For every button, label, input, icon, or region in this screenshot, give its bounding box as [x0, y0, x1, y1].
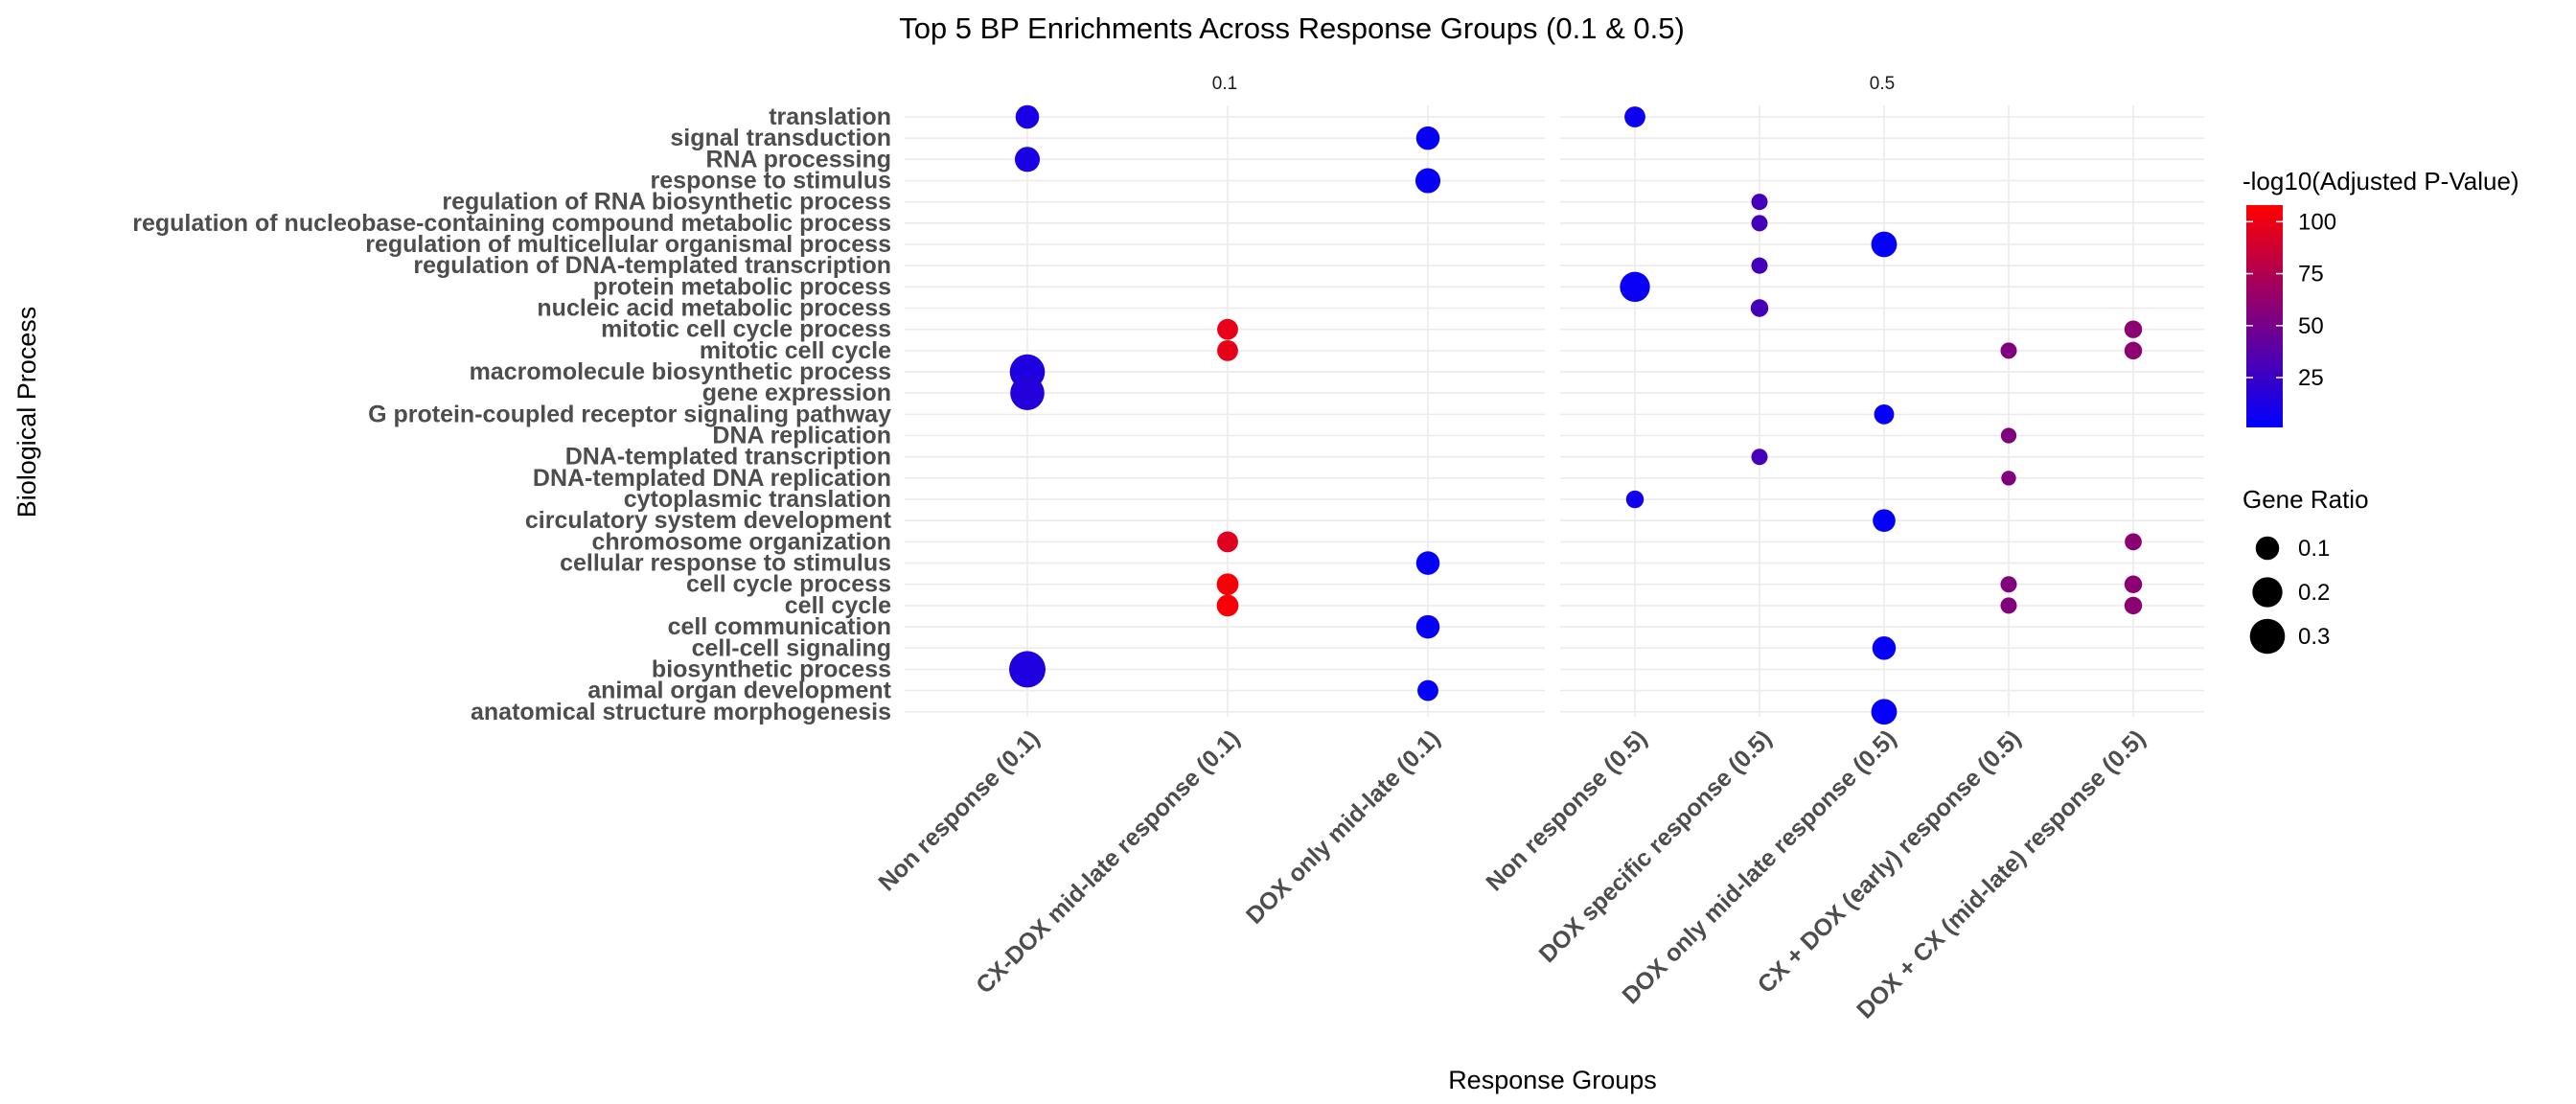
y-axis-label: Biological Process — [12, 307, 41, 518]
y-tick-label: regulation of DNA-templated transcriptio… — [413, 252, 891, 279]
size-legend-label: 0.2 — [2298, 580, 2330, 606]
data-point — [1415, 126, 1440, 150]
x-tick-label: DOX specific response (0.5) — [1534, 724, 1778, 968]
data-point — [2124, 575, 2143, 593]
y-tick-label: biosynthetic process — [652, 656, 891, 682]
size-legend-key — [2249, 618, 2286, 655]
data-point — [1010, 376, 1045, 411]
y-tick-label: regulation of nucleobase-containing comp… — [132, 210, 891, 237]
x-tick-label: CX + DOX (early) response (0.5) — [1753, 724, 2027, 999]
data-point — [1009, 651, 1046, 688]
data-point — [2000, 342, 2017, 359]
y-tick-label: protein metabolic process — [593, 273, 891, 300]
y-tick-label: cell-cell signaling — [692, 634, 891, 661]
data-point — [1750, 299, 1769, 317]
x-tick-label: DOX only mid-late (0.1) — [1241, 724, 1445, 929]
y-tick-label: cytoplasmic translation — [624, 486, 891, 513]
y-tick-label: macromolecule biosynthetic process — [470, 358, 891, 385]
data-point — [1871, 231, 1898, 258]
data-point — [1874, 403, 1895, 425]
data-point — [1624, 106, 1645, 127]
color-legend-label: 75 — [2298, 262, 2324, 288]
data-point — [1216, 594, 1239, 617]
y-tick-label: mitotic cell cycle — [700, 337, 891, 364]
data-point — [1751, 194, 1768, 211]
data-point — [1751, 257, 1768, 274]
data-point — [1415, 614, 1440, 639]
data-point — [2124, 596, 2143, 615]
size-legend-title: Gene Ratio — [2242, 485, 2369, 514]
data-point — [1873, 509, 1896, 533]
legend: -log10(Adjusted P-Value) 100 75 50 25 Gene Ra… — [2242, 167, 2519, 655]
y-tick-label: mitotic cell cycle process — [601, 316, 891, 343]
data-point — [1872, 635, 1897, 660]
data-point — [1014, 147, 1041, 172]
data-point — [1415, 551, 1440, 575]
size-legend-key — [2252, 577, 2283, 608]
y-tick-label: RNA processing — [705, 146, 891, 172]
data-point — [1620, 271, 1650, 303]
y-tick-label: circulatory system development — [525, 507, 892, 534]
facet-panels: 0.1 0.5 — [905, 74, 2204, 717]
size-legend-label: 0.1 — [2298, 536, 2330, 562]
data-point — [2001, 471, 2016, 486]
x-tick-label: Non response (0.1) — [873, 724, 1045, 896]
data-point — [2125, 533, 2142, 551]
y-tick-label: gene expression — [702, 380, 891, 406]
data-point — [1217, 339, 1238, 361]
data-point — [1751, 215, 1768, 232]
data-point — [1217, 531, 1238, 553]
x-axis-label: Response Groups — [1448, 1066, 1657, 1094]
data-point — [1625, 490, 1644, 509]
color-legend-bar — [2246, 205, 2283, 427]
color-legend-label: 100 — [2298, 209, 2336, 235]
y-tick-label: translation — [769, 104, 891, 130]
data-point — [2000, 576, 2017, 593]
y-tick-label: anatomical structure morphogenesis — [471, 699, 891, 725]
data-point — [1015, 104, 1040, 129]
y-tick-label: DNA-templated DNA replication — [533, 465, 891, 492]
y-tick-label: G protein-coupled receptor signaling pat… — [368, 401, 891, 427]
data-point — [1751, 448, 1768, 466]
data-point — [1871, 699, 1898, 725]
facet-strip-label: 0.1 — [1212, 74, 1237, 94]
data-point — [1217, 318, 1238, 340]
y-tick-label: animal organ development — [587, 678, 891, 704]
y-tick-label: DNA replication — [712, 423, 891, 449]
color-legend-label: 50 — [2298, 313, 2324, 339]
y-tick-label: DNA-templated transcription — [565, 444, 891, 471]
color-legend-label: 25 — [2298, 365, 2324, 391]
y-tick-label: response to stimulus — [651, 168, 891, 195]
y-tick-label: regulation of multicellular organismal p… — [365, 231, 891, 258]
data-point — [2000, 427, 2017, 444]
chart-title: Top 5 BP Enrichments Across Response Gro… — [899, 12, 1685, 45]
x-tick-label: DOX + CX (mid-late) response (0.5) — [1852, 724, 2150, 1024]
x-tick-label: DOX only mid-late response (0.5) — [1617, 724, 1901, 1009]
data-point — [1417, 679, 1438, 702]
data-point — [2124, 320, 2143, 338]
color-legend-title: -log10(Adjusted P-Value) — [2242, 167, 2519, 196]
x-tick-labels: Non response (0.1)CX-DOX mid-late respon… — [873, 724, 2150, 1024]
size-legend-label: 0.3 — [2298, 624, 2330, 650]
y-tick-label: chromosome organization — [591, 528, 891, 555]
facet-strip-label: 0.5 — [1870, 74, 1895, 94]
data-point — [1414, 168, 1441, 194]
y-tick-label: cell cycle — [785, 592, 891, 619]
data-point — [1216, 573, 1239, 596]
y-tick-label: regulation of RNA biosynthetic process — [442, 189, 891, 216]
y-tick-label: cell communication — [668, 613, 891, 640]
data-point — [2000, 597, 2017, 614]
y-tick-label: nucleic acid metabolic process — [537, 295, 891, 322]
data-points — [1009, 104, 2143, 725]
y-tick-label: cellular response to stimulus — [560, 550, 891, 577]
y-tick-label: signal transduction — [670, 125, 891, 151]
size-legend-key — [2255, 536, 2280, 561]
y-tick-label: cell cycle process — [686, 571, 891, 598]
data-point — [2124, 341, 2143, 360]
